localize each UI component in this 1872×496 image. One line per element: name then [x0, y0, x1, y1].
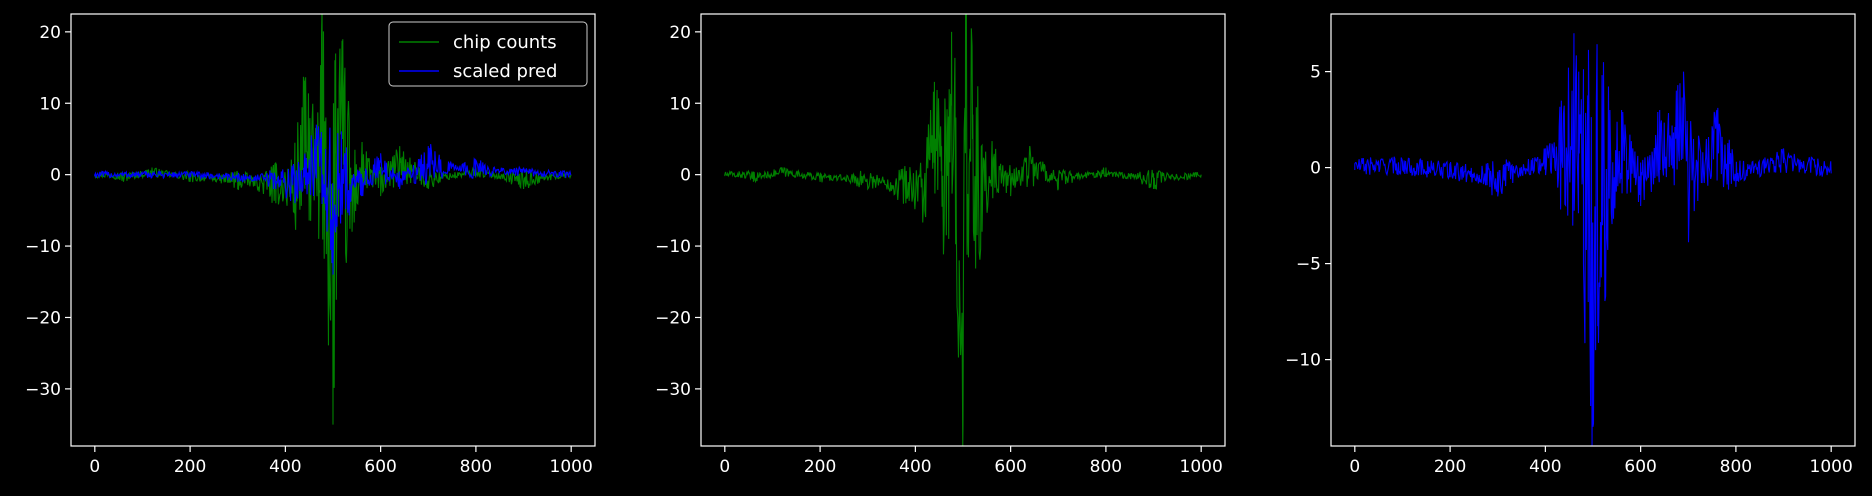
legend: chip counts scaled pred	[388, 21, 588, 87]
x-tick-label: 0	[1349, 457, 1360, 477]
y-tick-label: 5	[1310, 63, 1321, 83]
chart-3: 0 200 400 600 800 1000 −10 −5 0 5	[1285, 13, 1856, 477]
x-tick-label: 200	[1434, 457, 1466, 477]
x-tick-label: 800	[460, 457, 492, 477]
x-tick-label: 600	[364, 457, 396, 477]
x-tick-label: 400	[1529, 457, 1561, 477]
x-tick-label: 600	[1624, 457, 1656, 477]
x-tick-label: 800	[1720, 457, 1752, 477]
x-tick-label: 200	[174, 457, 206, 477]
y-tick-label: −10	[655, 237, 691, 257]
plot-frame	[700, 13, 1226, 447]
y-tick-label: 20	[669, 23, 691, 43]
y-tick-label: −10	[25, 237, 61, 257]
y-tick-label: −30	[655, 380, 691, 400]
y-tick-label: 0	[50, 166, 61, 186]
x-tick-label: 0	[719, 457, 730, 477]
x-tick-label: 800	[1090, 457, 1122, 477]
legend-label: chip counts	[453, 32, 557, 53]
y-tick-label: −30	[25, 380, 61, 400]
x-tick-label: 1000	[550, 457, 593, 477]
y-tick-label: −5	[1296, 255, 1321, 275]
x-tick-label: 0	[89, 457, 100, 477]
y-tick-label: 20	[39, 23, 61, 43]
series-line-2	[94, 124, 572, 275]
x-tick-label: 1000	[1810, 457, 1853, 477]
x-tick-label: 200	[804, 457, 836, 477]
series-line-1	[724, 14, 1202, 446]
legend-label: scaled pred	[453, 61, 557, 82]
y-tick-label: 0	[1310, 159, 1321, 179]
chart-1: 0 200 400 600 800 1000 −30 −20 −10 0 10 20 chip coun…	[25, 13, 596, 477]
y-tick-label: 10	[39, 94, 61, 114]
y-tick-label: 0	[680, 166, 691, 186]
y-tick-label: −20	[25, 308, 61, 328]
x-tick-label: 600	[994, 457, 1026, 477]
chart-2: 0 200 400 600 800 1000 −30 −20 −10 0 10 20	[655, 13, 1226, 477]
x-tick-label: 400	[269, 457, 301, 477]
x-tick-label: 1000	[1180, 457, 1223, 477]
legend-box	[388, 21, 588, 87]
x-tick-label: 400	[899, 457, 931, 477]
plot-frame	[70, 13, 596, 447]
y-tick-label: 10	[669, 94, 691, 114]
plot-frame	[1330, 13, 1856, 447]
series-line-1	[1354, 33, 1832, 446]
y-tick-label: −20	[655, 308, 691, 328]
y-tick-label: −10	[1285, 351, 1321, 371]
